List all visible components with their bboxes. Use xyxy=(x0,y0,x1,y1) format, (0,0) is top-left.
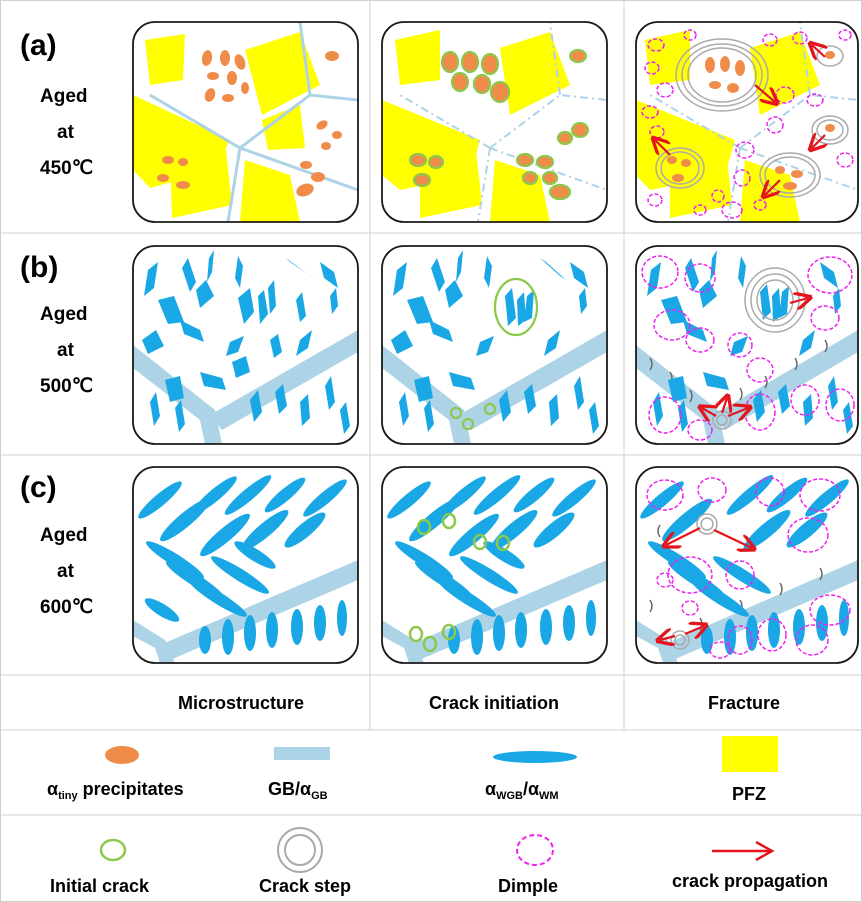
panel-letter-c: (c) xyxy=(20,471,57,504)
panel-a-microstructure xyxy=(132,21,359,223)
legend-precipitates-label: αtiny precipitates xyxy=(47,779,184,802)
panel-b-fracture xyxy=(635,245,859,445)
legend-pfz-label: PFZ xyxy=(732,784,766,804)
legend-dimple-label: Dimple xyxy=(498,876,558,896)
panel-letter-a: (a) xyxy=(20,29,57,62)
legend-alpha: αWGB/αWM xyxy=(485,751,577,802)
condition-temperature: 600℃ xyxy=(40,597,93,618)
legend-crack-step: Crack step xyxy=(259,827,351,896)
panel-c-fracture xyxy=(635,466,859,664)
condition-line2: at xyxy=(57,561,75,582)
pfz-swatch xyxy=(722,736,778,772)
legend-gb-label: GB/αGB xyxy=(268,779,328,802)
crack-step-swatch xyxy=(277,827,323,873)
panel-a-crack-initiation xyxy=(381,21,608,223)
condition-line1: Aged xyxy=(40,304,88,325)
dimple-swatch xyxy=(516,834,554,866)
legend: αtiny precipitates GB/αGB αWGB/αWM PFZ I… xyxy=(47,736,828,896)
row-b-label: (b) Aged at 500℃ xyxy=(20,251,93,397)
legend-alpha-label: αWGB/αWM xyxy=(485,779,559,802)
legend-crack-propagation: crack propagation xyxy=(672,840,828,891)
panel-c-crack-initiation xyxy=(381,466,608,664)
condition-line1: Aged xyxy=(40,86,88,107)
legend-pfz: PFZ xyxy=(722,736,778,804)
panel-b-microstructure xyxy=(132,245,359,445)
column-headers: Microstructure Crack initiation Fracture xyxy=(178,693,780,713)
condition-line2: at xyxy=(57,340,75,361)
alpha-swatch xyxy=(493,751,577,763)
legend-initial-crack: Initial crack xyxy=(50,838,150,896)
column-header-crack-initiation: Crack initiation xyxy=(429,693,559,713)
condition-temperature: 500℃ xyxy=(40,376,93,397)
condition-line1: Aged xyxy=(40,525,88,546)
legend-crack-step-label: Crack step xyxy=(259,876,351,896)
condition-line2: at xyxy=(57,122,75,143)
legend-gb: GB/αGB xyxy=(268,747,330,802)
row-a-label: (a) Aged at 450℃ xyxy=(20,29,93,179)
panel-letter-b: (b) xyxy=(20,251,58,284)
column-header-microstructure: Microstructure xyxy=(178,693,304,713)
initial-crack-swatch xyxy=(99,838,127,862)
legend-dimple: Dimple xyxy=(498,834,558,896)
panel-b-crack-initiation xyxy=(381,245,608,445)
legend-crack-propagation-label: crack propagation xyxy=(672,871,828,891)
column-header-fracture: Fracture xyxy=(708,693,780,713)
panel-a-fracture xyxy=(635,21,859,223)
precipitate-swatch xyxy=(105,746,139,764)
legend-initial-crack-label: Initial crack xyxy=(50,876,150,896)
grain-boundary-swatch xyxy=(274,747,330,760)
legend-precipitates: αtiny precipitates xyxy=(47,746,184,802)
panel-c-microstructure xyxy=(132,466,359,664)
row-c-label: (c) Aged at 600℃ xyxy=(20,471,93,618)
condition-temperature: 450℃ xyxy=(40,158,93,179)
